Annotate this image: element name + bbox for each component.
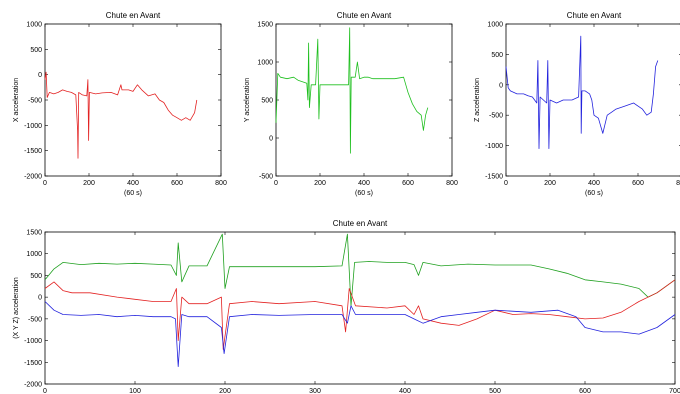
- x-tick-label: 200: [219, 388, 231, 394]
- y-tick-label: -1500: [485, 174, 503, 181]
- chart-title-y: Chute en Avant: [337, 11, 392, 20]
- x-tick-label: 600: [632, 180, 644, 187]
- plot-area-x: [44, 23, 222, 177]
- subplot-x: Chute en Avant 0 200 400 600 800 1000 500 0 -500 -…: [13, 11, 227, 197]
- y-tick-label: -1000: [485, 143, 503, 150]
- y-tick-label: -1000: [24, 123, 42, 130]
- y-tick-label: -1500: [24, 148, 42, 155]
- y-tick-label: 0: [269, 136, 273, 143]
- y-tick-label: 1000: [257, 60, 273, 67]
- x-tick-label: 500: [489, 388, 501, 394]
- x-tick-label: 100: [129, 388, 141, 394]
- x-tick-label: 0: [43, 388, 47, 394]
- y-tick-label: 1000: [26, 22, 42, 29]
- x-tick-label: 600: [402, 180, 414, 187]
- plot-area-xyz: [44, 231, 676, 385]
- y-axis-label-y: Y acceleration: [244, 78, 251, 122]
- chart-title-xyz: Chute en Avant: [333, 219, 388, 228]
- series-line-y-0: [275, 27, 429, 154]
- series-line-x-0: [44, 71, 198, 159]
- y-tick-label: 500: [30, 47, 42, 54]
- x-tick-label: 200: [544, 180, 556, 187]
- y-tick-label: -500: [28, 98, 42, 105]
- x-tick-label: 400: [399, 388, 411, 394]
- y-tick-label: -500: [259, 174, 273, 181]
- y-tick-label: 500: [491, 52, 503, 59]
- x-tick-label: 700: [669, 388, 680, 394]
- y-tick-label: 0: [38, 72, 42, 79]
- y-tick-label: 500: [261, 98, 273, 105]
- x-tick-label: 600: [579, 388, 591, 394]
- x-tick-label: 200: [83, 180, 95, 187]
- chart-title-z: Chute en Avant: [567, 11, 622, 20]
- y-tick-label: 1500: [257, 22, 273, 29]
- y-tick-label: 0: [499, 82, 503, 89]
- y-tick-label: 0: [38, 295, 42, 302]
- x-tick-label: 200: [314, 180, 326, 187]
- y-axis-label-z: Z acceleration: [474, 78, 481, 122]
- x-tick-label: 400: [358, 180, 370, 187]
- y-tick-label: -500: [28, 316, 42, 323]
- x-tick-label: 800: [215, 180, 227, 187]
- x-tick-label: 0: [504, 180, 508, 187]
- plot-area-z: [505, 23, 680, 177]
- y-tick-label: -1500: [24, 360, 42, 367]
- x-tick-label: 800: [446, 180, 458, 187]
- x-tick-label: 800: [676, 180, 680, 187]
- y-tick-label: -2000: [24, 174, 42, 181]
- x-axis-label-z: (60 s): [585, 190, 603, 197]
- y-tick-label: -2000: [24, 382, 42, 389]
- series-line-xyz-0: [44, 233, 676, 307]
- x-tick-label: 400: [588, 180, 600, 187]
- y-tick-label: -500: [489, 113, 503, 120]
- y-tick-label: 1000: [487, 22, 503, 29]
- chart-title-x: Chute en Avant: [106, 11, 161, 20]
- plot-area-y: [275, 23, 453, 177]
- subplot-xyz: Chute en Avant 0 100 200 300 400 500 600 700 1500…: [13, 219, 680, 394]
- series-line-xyz-1: [44, 279, 676, 350]
- x-tick-label: 0: [43, 180, 47, 187]
- y-axis-label-xyz: (X Y Z) acceleration: [13, 277, 20, 339]
- y-tick-label: 500: [30, 273, 42, 280]
- x-tick-label: 300: [309, 388, 321, 394]
- y-axis-label-x: X acceleration: [13, 78, 20, 122]
- x-tick-label: 0: [274, 180, 278, 187]
- series-line-z-0: [505, 35, 659, 150]
- y-tick-label: 1000: [26, 251, 42, 258]
- series-line-xyz-2: [44, 301, 676, 368]
- y-tick-label: -1000: [24, 338, 42, 345]
- x-tick-label: 600: [171, 180, 183, 187]
- y-tick-label: 1500: [26, 230, 42, 237]
- x-tick-label: 400: [127, 180, 139, 187]
- subplot-z: Chute en Avant 0 200 400 600 800 1000 500 0 -500 -…: [474, 11, 680, 197]
- x-axis-label-y: (60 s): [355, 190, 373, 197]
- x-axis-label-x: (60 s): [124, 190, 142, 197]
